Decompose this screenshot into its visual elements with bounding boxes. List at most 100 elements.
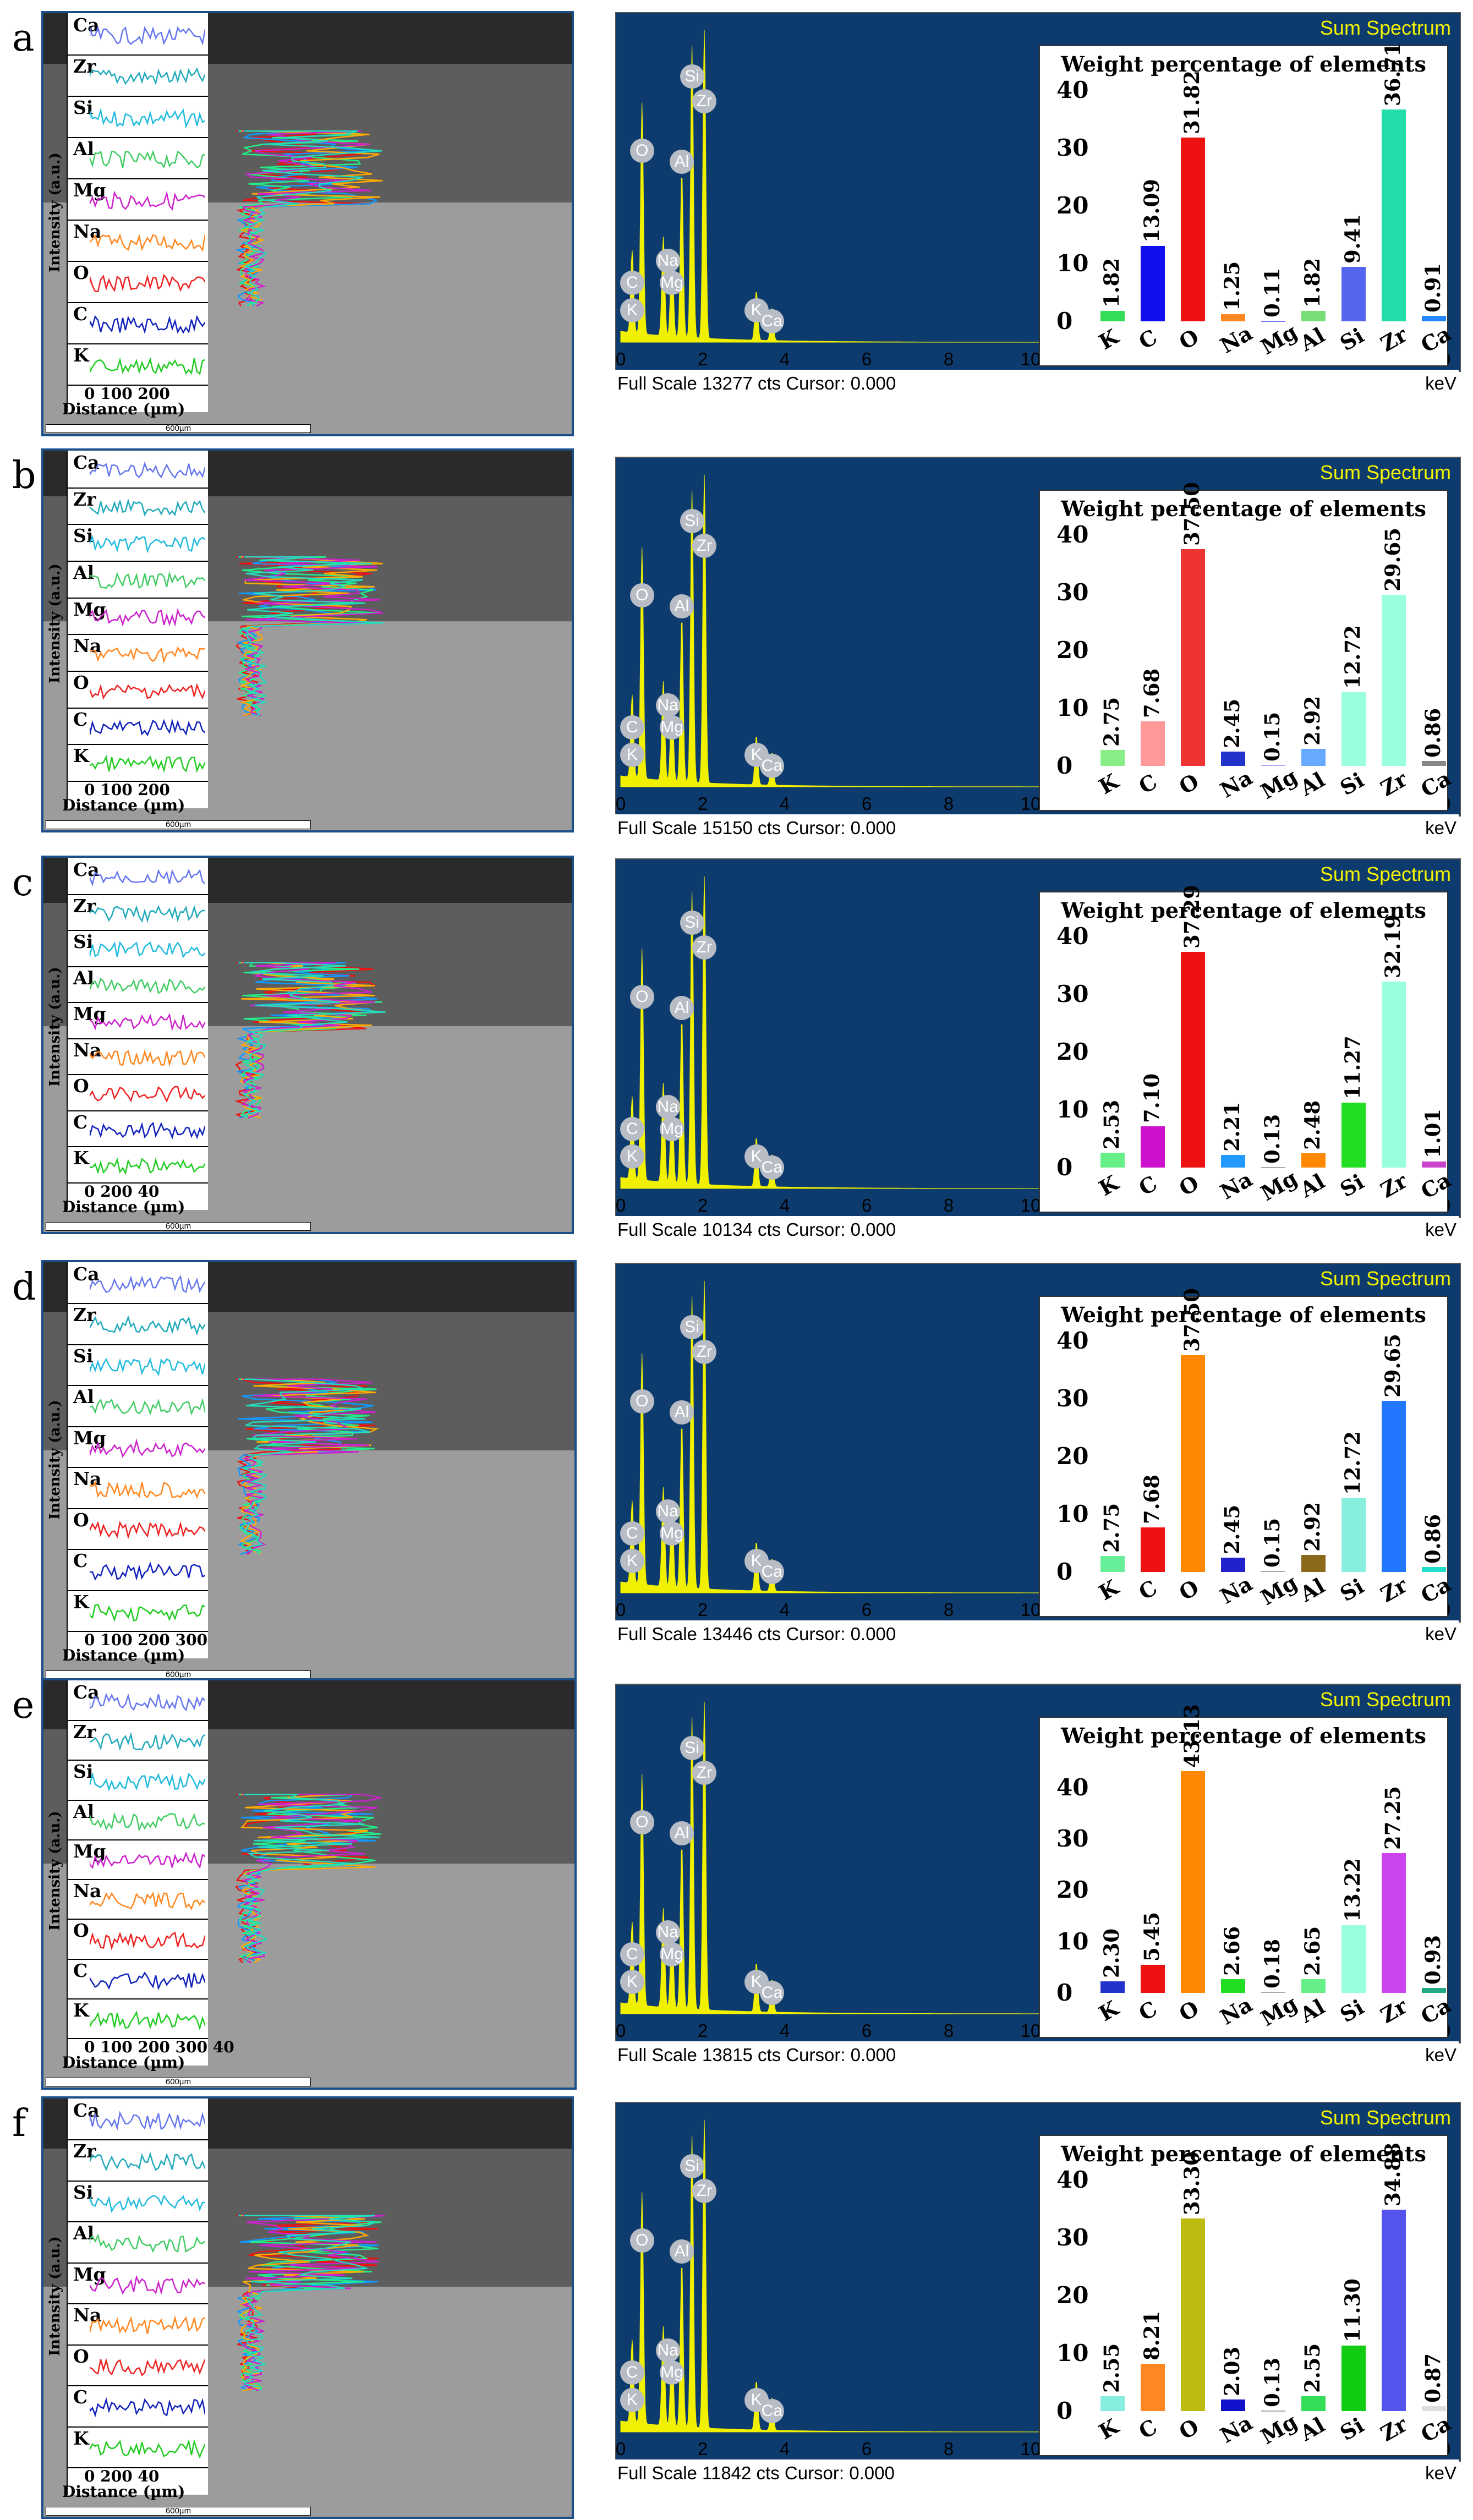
x-tick-label: 6 — [861, 2020, 872, 2041]
line-scan-traces — [234, 1793, 382, 1964]
spectrum-footer: Full Scale 11842 cts Cursor: 0.000 keV — [615, 2459, 1459, 2487]
profile-element-label: O — [73, 1075, 89, 1097]
profile-element-label: Si — [73, 1345, 94, 1367]
distance-axis-label: Distance (µm) — [62, 400, 185, 418]
bar-k — [1100, 310, 1125, 321]
x-tick-label: 0 — [615, 1599, 626, 1620]
weight-percentage-chart: Weight percentage of elements 0 10 20 30 40 2.… — [1039, 2135, 1455, 2456]
bar-value-label: 2.03 — [1220, 2346, 1244, 2396]
peak-label: Al — [670, 1400, 694, 1425]
y-tick-label: 30 — [1056, 2224, 1089, 2251]
weight-percentage-chart: Weight percentage of elements 0 10 20 30 40 2.… — [1039, 1288, 1455, 1617]
bar-al — [1301, 1555, 1326, 1572]
profile-trace — [90, 535, 205, 554]
y-tick-label: 20 — [1056, 637, 1089, 664]
bar-na — [1221, 2399, 1245, 2411]
element-category-label: Mg — [1256, 763, 1302, 804]
element-category-label: K — [1094, 324, 1123, 355]
profile-element-label: K — [73, 1591, 89, 1613]
line-scan-trace — [243, 1378, 370, 1555]
full-scale-readout: Full Scale 13277 cts Cursor: 0.000 — [617, 373, 896, 393]
distance-ticks: 0 200 40 — [84, 1182, 160, 1201]
bar-value-label: 27.25 — [1381, 1785, 1405, 1850]
bar-zr — [1382, 2209, 1406, 2411]
profile-trace — [90, 1481, 205, 1499]
profile-trace — [90, 2151, 205, 2172]
bar-si — [1341, 1925, 1366, 1993]
y-tick-label: 30 — [1056, 1385, 1089, 1412]
profile-trace — [90, 868, 205, 887]
peak-label: Zr — [692, 1761, 716, 1785]
profile-row: O — [68, 1508, 208, 1551]
eds-spectrum-panel: Sum SpectrumOSiZrAlNaMgCKKCa024681012141… — [615, 457, 1461, 842]
bar-value-label: 1.01 — [1421, 1109, 1445, 1159]
profile-element-label: K — [73, 2427, 89, 2449]
bar-mg — [1261, 1571, 1285, 1573]
bar-ca — [1422, 2406, 1446, 2411]
profile-element-label: K — [73, 1147, 89, 1169]
profile-row: Ca — [68, 1680, 208, 1722]
x-tick-label: 8 — [943, 2020, 954, 2041]
element-category-label: Mg — [1256, 2408, 1302, 2450]
profile-row: Si — [68, 1760, 208, 1801]
line-scan-trace — [243, 962, 386, 1118]
line-scan-trace — [237, 556, 381, 716]
sum-spectrum-label: Sum Spectrum — [1319, 461, 1451, 484]
bar-value-label: 12.72 — [1340, 1431, 1365, 1495]
profile-row: Ca — [68, 2099, 208, 2141]
sem-cross-section-image: Ca Zr Si Al Mg Na O C K 0 200 40 Distance (µm) Inte… — [41, 2096, 574, 2519]
bar-value-label: 11.27 — [1340, 1035, 1365, 1099]
peak-label: C — [620, 1117, 644, 1141]
peak-label: Mg — [660, 1942, 685, 1966]
bar-value-label: 13.09 — [1140, 178, 1164, 243]
peak-label: Zr — [692, 89, 716, 113]
profile-element-label: Mg — [73, 1427, 106, 1449]
profile-row: Na — [68, 220, 208, 262]
element-category-label: Na — [1215, 1166, 1257, 1204]
peak-label: Mg — [660, 1117, 685, 1141]
distance-ticks: 0 100 200 — [84, 385, 170, 403]
element-category-label: O — [1174, 1995, 1203, 2026]
bar-mg — [1261, 320, 1285, 322]
peak-label: Na — [655, 249, 680, 273]
profile-element-label: Al — [73, 967, 95, 989]
full-scale-readout: Full Scale 15150 cts Cursor: 0.000 — [617, 818, 896, 838]
element-category-label: Si — [1335, 767, 1368, 801]
peak-label: Ca — [759, 309, 784, 333]
profile-trace — [90, 905, 205, 923]
element-category-label: Zr — [1376, 1168, 1411, 1203]
profile-row: Na — [68, 1879, 208, 1920]
profile-row: C — [68, 1549, 208, 1591]
scale-bar: 600µm — [46, 820, 311, 829]
profile-element-label: Na — [73, 1468, 102, 1490]
x-tick-label: 8 — [943, 349, 954, 369]
bar-na — [1221, 1558, 1245, 1572]
bar-c — [1141, 245, 1165, 321]
bar-value-label: 37.50 — [1180, 482, 1204, 546]
bar-si — [1341, 2346, 1366, 2411]
bar-na — [1221, 1154, 1245, 1168]
y-tick-label: 0 — [1056, 308, 1073, 335]
x-tick-label: 4 — [779, 2439, 790, 2459]
bar-value-label: 12.72 — [1340, 625, 1365, 689]
chart-title: Weight percentage of elements — [1061, 2141, 1426, 2166]
bar-value-label: 0.18 — [1260, 1939, 1284, 1989]
profile-row: Ca — [68, 13, 208, 56]
intensity-axis-label: Intensity (a.u.) — [47, 1400, 63, 1520]
profile-trace — [90, 2111, 205, 2131]
profile-element-label: C — [73, 303, 88, 325]
profile-row: O — [68, 1919, 208, 1960]
bar-value-label: 31.82 — [1180, 70, 1204, 134]
x-tick-label: 10 — [1020, 793, 1041, 814]
chart-title: Weight percentage of elements — [1061, 496, 1426, 521]
element-category-label: Na — [1215, 2410, 1257, 2448]
profile-trace — [90, 107, 205, 129]
bar-si — [1341, 692, 1366, 766]
peak-label: O — [629, 985, 654, 1009]
profile-element-label: Al — [73, 138, 95, 160]
y-tick-label: 0 — [1056, 1979, 1073, 2006]
bar-o — [1181, 137, 1205, 321]
profile-row: Zr — [68, 54, 208, 97]
element-category-label: Si — [1335, 2412, 1368, 2446]
distance-axis-label: Distance (µm) — [62, 1198, 185, 1216]
